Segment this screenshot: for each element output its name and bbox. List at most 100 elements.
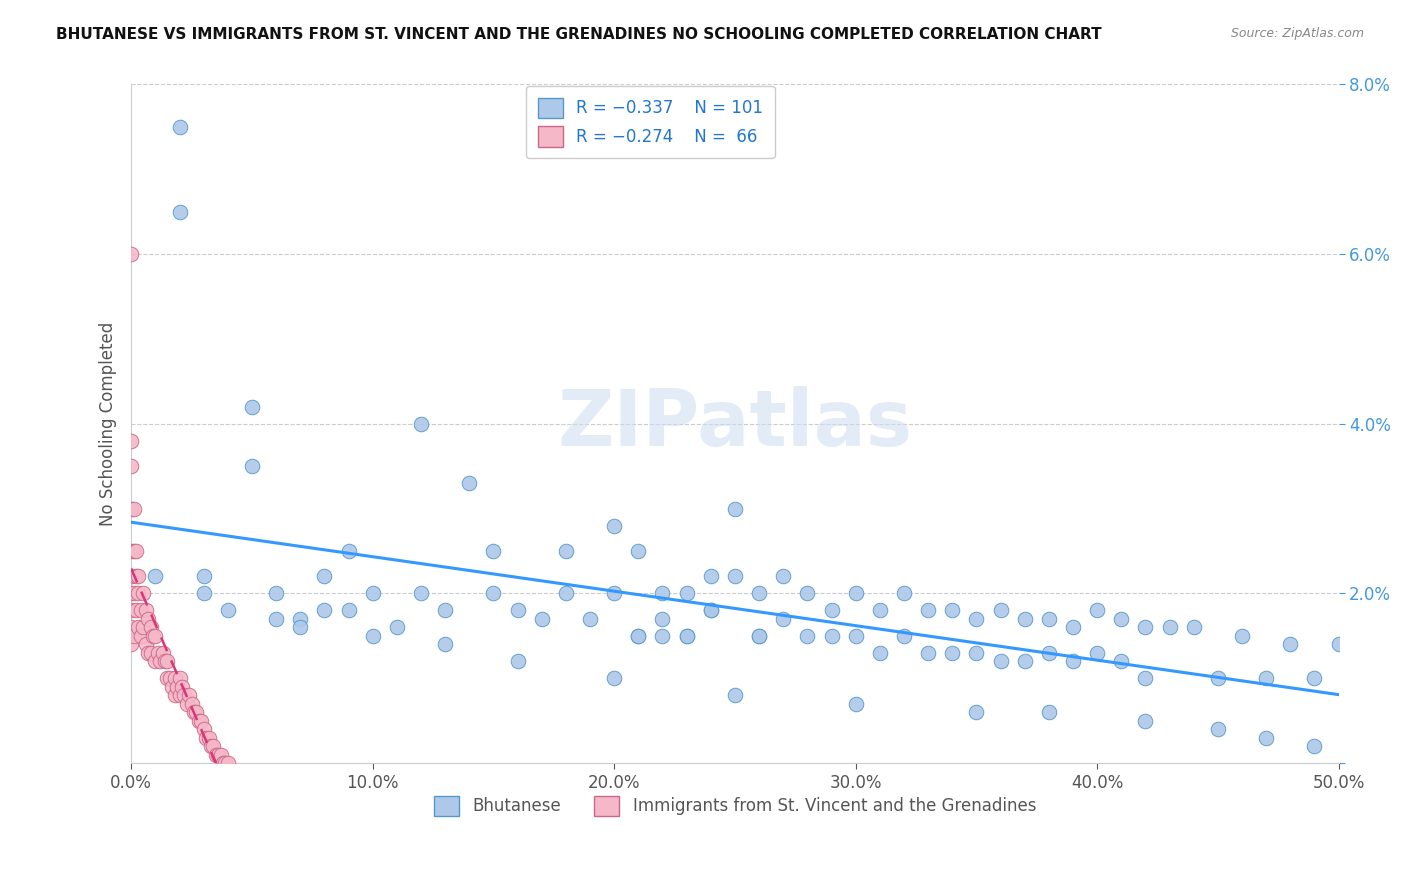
Point bbox=[700, 603, 723, 617]
Point bbox=[1256, 671, 1278, 685]
Point bbox=[217, 603, 239, 617]
Point bbox=[603, 586, 626, 600]
Point bbox=[1085, 603, 1108, 617]
Point bbox=[169, 120, 191, 134]
Point bbox=[603, 671, 626, 685]
Point bbox=[135, 603, 157, 617]
Point bbox=[1135, 671, 1157, 685]
Legend: Bhutanese, Immigrants from St. Vincent and the Grenadines: Bhutanese, Immigrants from St. Vincent a… bbox=[427, 789, 1043, 822]
Point bbox=[651, 629, 673, 643]
Point bbox=[820, 629, 842, 643]
Point bbox=[409, 586, 432, 600]
Point bbox=[136, 646, 159, 660]
Point bbox=[156, 671, 179, 685]
Point bbox=[129, 603, 152, 617]
Point bbox=[482, 544, 505, 558]
Point bbox=[869, 646, 891, 660]
Point bbox=[156, 654, 179, 668]
Point bbox=[772, 612, 794, 626]
Point bbox=[1327, 637, 1350, 651]
Point bbox=[627, 544, 650, 558]
Point bbox=[941, 646, 963, 660]
Point bbox=[163, 688, 186, 702]
Point bbox=[193, 586, 215, 600]
Point bbox=[120, 544, 142, 558]
Point bbox=[314, 569, 336, 583]
Point bbox=[724, 501, 747, 516]
Point bbox=[132, 620, 155, 634]
Point bbox=[748, 586, 770, 600]
Point bbox=[139, 620, 162, 634]
Point bbox=[120, 459, 142, 474]
Point bbox=[170, 680, 193, 694]
Point bbox=[893, 629, 915, 643]
Point bbox=[120, 434, 142, 448]
Point bbox=[1182, 620, 1205, 634]
Point bbox=[136, 612, 159, 626]
Point bbox=[554, 586, 576, 600]
Point bbox=[603, 518, 626, 533]
Point bbox=[240, 400, 263, 414]
Point bbox=[700, 603, 723, 617]
Text: BHUTANESE VS IMMIGRANTS FROM ST. VINCENT AND THE GRENADINES NO SCHOOLING COMPLET: BHUTANESE VS IMMIGRANTS FROM ST. VINCENT… bbox=[56, 27, 1102, 42]
Point bbox=[1014, 654, 1036, 668]
Point bbox=[187, 714, 209, 728]
Point bbox=[1109, 654, 1132, 668]
Point bbox=[195, 731, 218, 745]
Point bbox=[1062, 654, 1084, 668]
Point bbox=[675, 629, 697, 643]
Point bbox=[183, 705, 205, 719]
Point bbox=[120, 501, 142, 516]
Point bbox=[264, 612, 287, 626]
Point bbox=[1109, 612, 1132, 626]
Point bbox=[139, 646, 162, 660]
Point bbox=[409, 417, 432, 431]
Point bbox=[1303, 671, 1326, 685]
Point bbox=[129, 629, 152, 643]
Point bbox=[845, 586, 868, 600]
Point bbox=[1062, 620, 1084, 634]
Point bbox=[361, 586, 384, 600]
Point bbox=[169, 671, 191, 685]
Text: Source: ZipAtlas.com: Source: ZipAtlas.com bbox=[1230, 27, 1364, 40]
Point bbox=[651, 586, 673, 600]
Point bbox=[120, 637, 142, 651]
Point bbox=[120, 620, 142, 634]
Point bbox=[128, 586, 150, 600]
Point bbox=[1206, 671, 1229, 685]
Point bbox=[163, 671, 186, 685]
Point bbox=[169, 204, 191, 219]
Point bbox=[190, 714, 212, 728]
Point bbox=[1159, 620, 1181, 634]
Point bbox=[1038, 646, 1060, 660]
Point bbox=[159, 671, 181, 685]
Point bbox=[506, 603, 529, 617]
Point bbox=[128, 620, 150, 634]
Point bbox=[748, 629, 770, 643]
Point bbox=[153, 654, 176, 668]
Point bbox=[179, 688, 201, 702]
Point bbox=[120, 247, 142, 261]
Point bbox=[579, 612, 602, 626]
Point bbox=[120, 586, 142, 600]
Point bbox=[941, 603, 963, 617]
Point bbox=[434, 603, 457, 617]
Point bbox=[146, 646, 169, 660]
Point bbox=[176, 697, 198, 711]
Point bbox=[990, 603, 1012, 617]
Point bbox=[965, 612, 987, 626]
Point bbox=[965, 646, 987, 660]
Point bbox=[893, 586, 915, 600]
Point bbox=[204, 747, 226, 762]
Point bbox=[385, 620, 408, 634]
Point bbox=[122, 629, 145, 643]
Point bbox=[214, 756, 236, 771]
Point bbox=[869, 603, 891, 617]
Point bbox=[1279, 637, 1302, 651]
Point bbox=[337, 544, 360, 558]
Point bbox=[290, 612, 312, 626]
Point bbox=[145, 569, 167, 583]
Point bbox=[724, 688, 747, 702]
Point bbox=[209, 747, 232, 762]
Point bbox=[1014, 612, 1036, 626]
